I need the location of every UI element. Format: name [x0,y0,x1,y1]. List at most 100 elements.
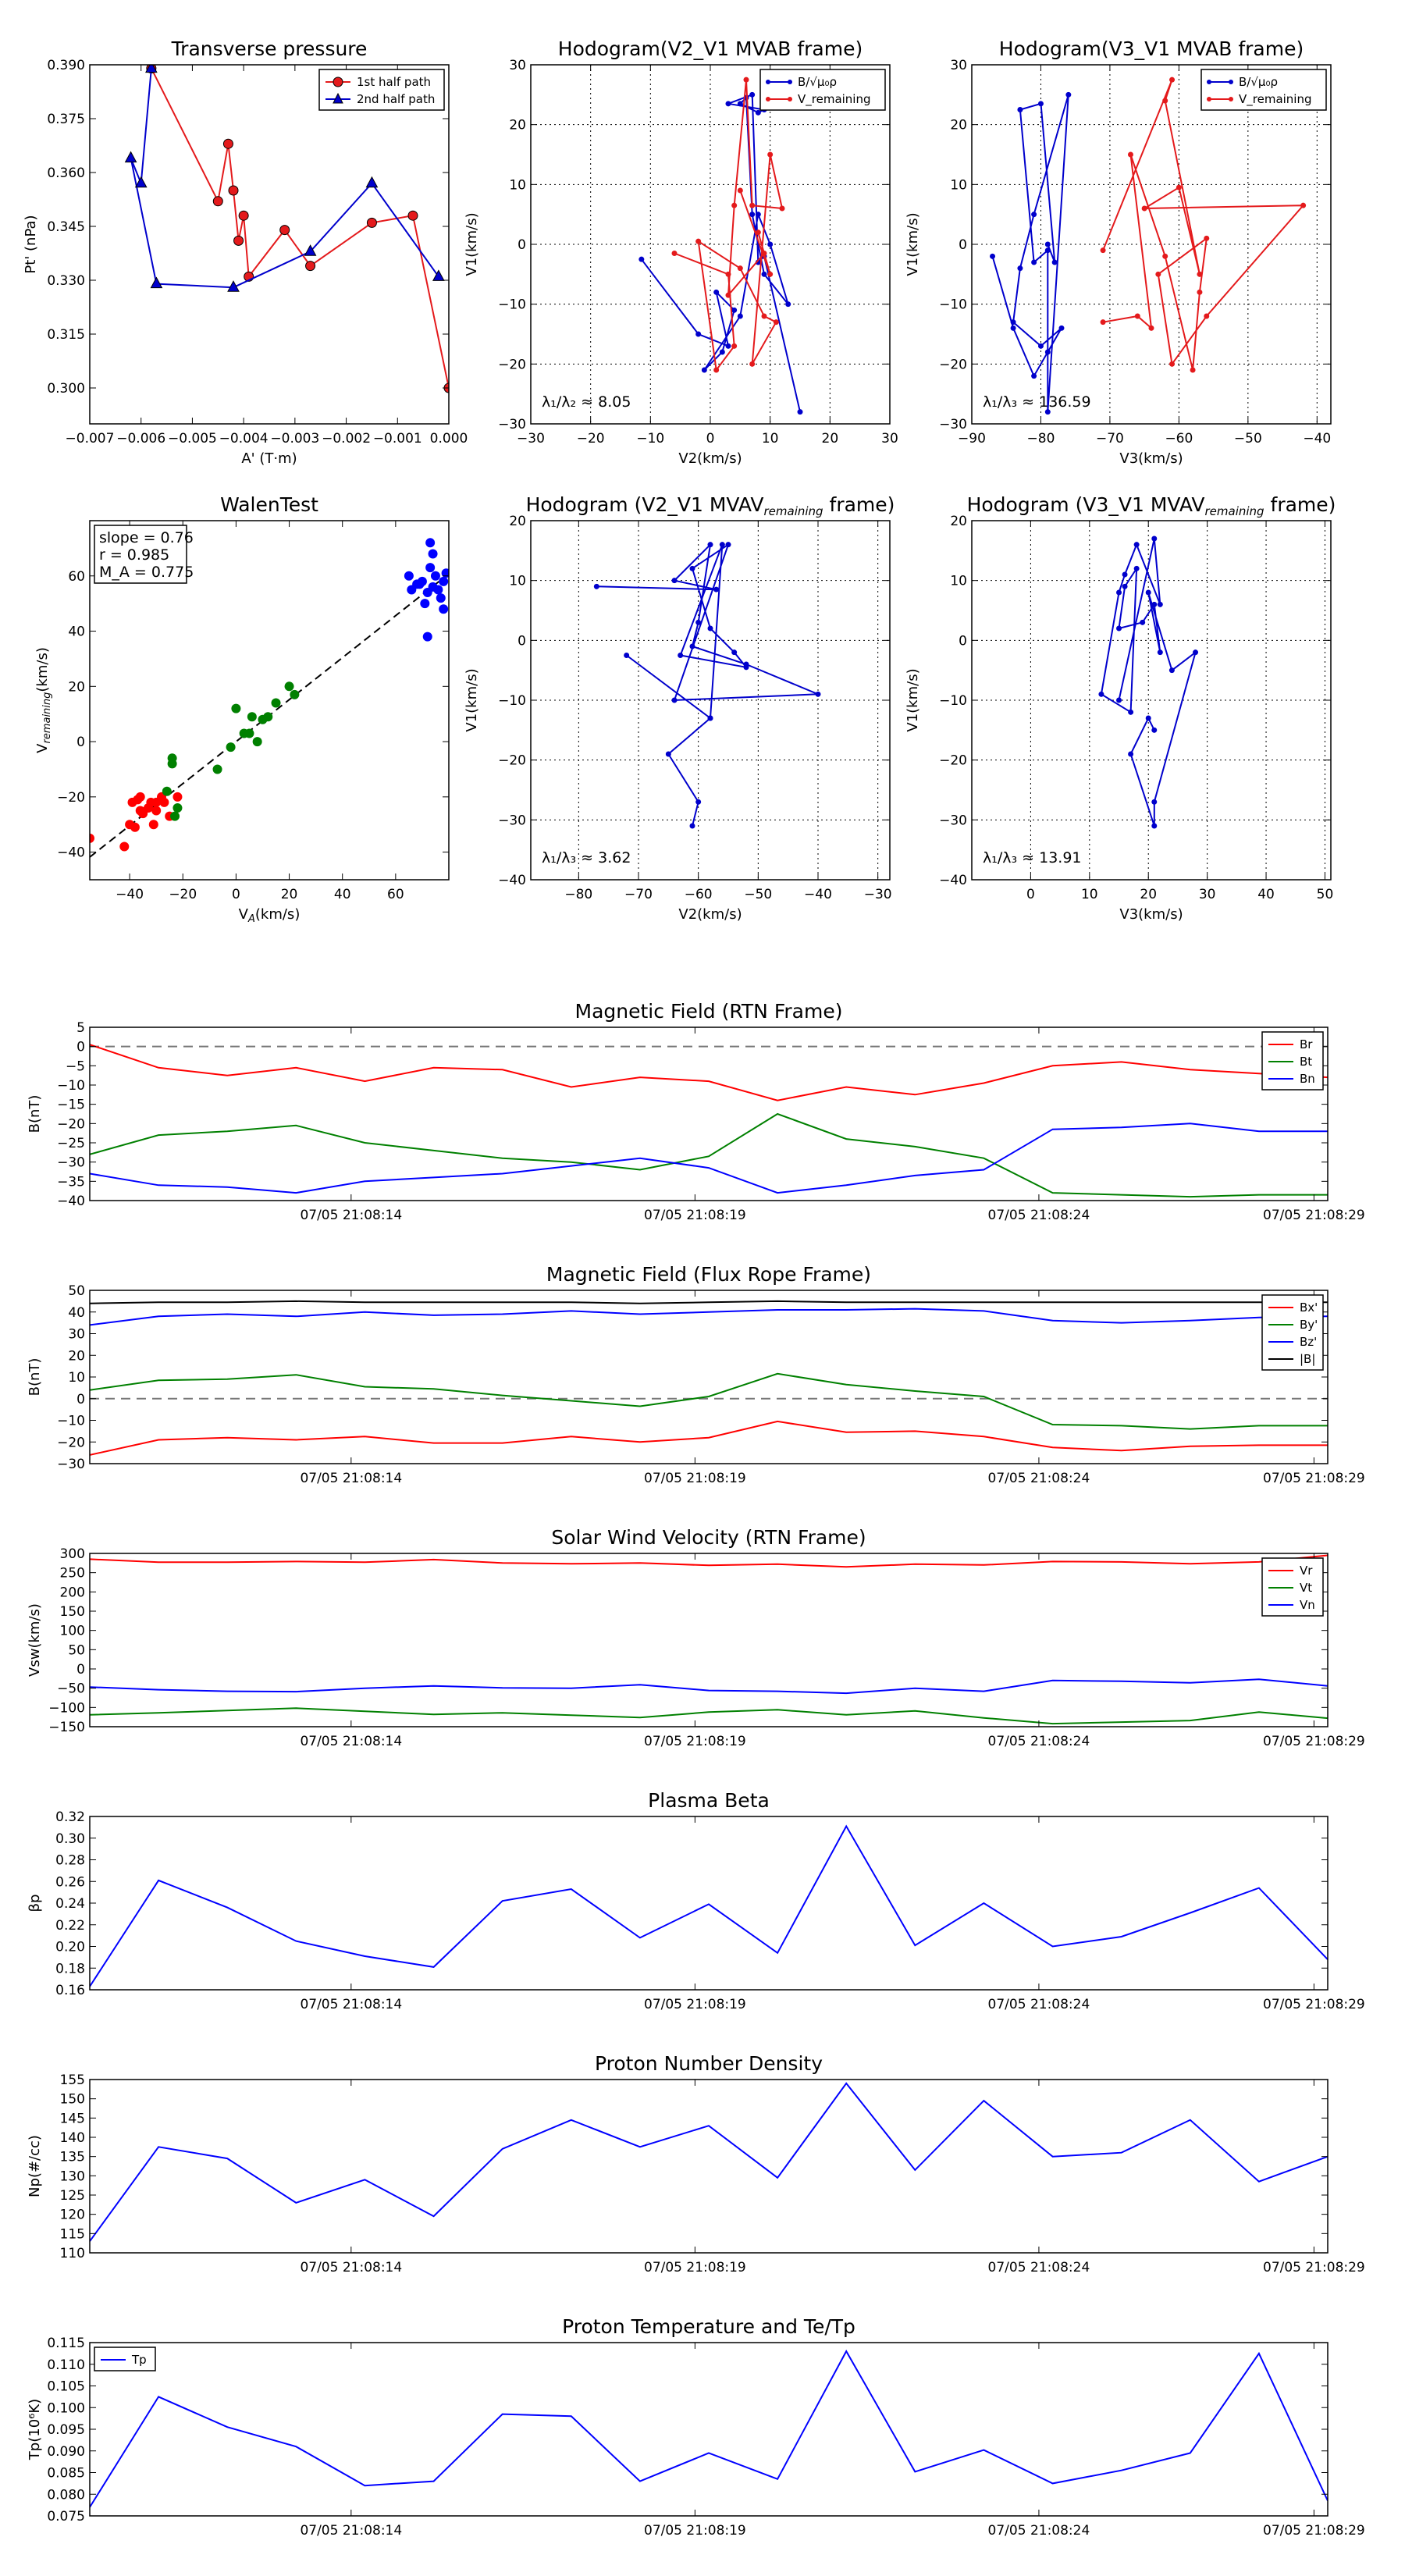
x-tick-label: 07/05 21:08:29 [1263,1208,1365,1223]
x-tick-label: 07/05 21:08:24 [988,2523,1090,2539]
data-point [167,753,177,763]
panel-h_v2v1_mvab: −30 −20 −10 0 10 20 30 −30 −20 −10 0 10 20 30 Hodogram… [464,37,898,467]
x-tick-label: 07/05 21:08:19 [644,1734,746,1749]
y-tick-label: 250 [60,1566,85,1582]
data-point [701,367,707,373]
data-point [737,187,743,194]
series-Tp [90,2350,1328,2508]
x-tick-label: −30 [864,887,892,902]
legend-label: 1st half path [357,75,431,89]
y-tick-label: −50 [57,1681,85,1697]
data-point [767,241,774,247]
x-tick-label: −30 [517,431,545,447]
data-point [252,737,262,747]
legend-marker [333,92,343,104]
x-tick-label: 0 [706,431,715,447]
y-tick-label: 0.330 [47,273,85,289]
y-axis-label: βp [27,1895,43,1912]
x-tick-label: −80 [1027,431,1055,447]
legend-label: Vt [1300,1581,1312,1595]
data-point [279,225,290,236]
y-tick-label: 0 [959,633,967,649]
y-tick-label: 0 [76,1040,85,1055]
axes-frame [89,520,450,881]
data-point [247,712,257,722]
data-point [671,697,678,703]
y-tick-label: 0 [76,735,85,750]
data-point [797,409,803,415]
series-1st half path [146,65,449,393]
data-point [749,202,756,208]
y-tick-label: 300 [60,1546,85,1562]
x-tick-label: 0 [232,887,240,902]
y-tick-label: −20 [57,790,85,806]
data-point [1100,247,1106,254]
panel-vsw: 07/05 21:08:14 07/05 21:08:19 07/05 21:08:… [27,1526,1365,1749]
data-point [779,205,785,212]
x-tick-label: 07/05 21:08:14 [300,1734,402,1749]
data-point [638,256,645,262]
legend-label: V_remaining [798,92,871,107]
y-tick-label: −10 [57,1078,85,1094]
series-B/√μ₀ρ [638,91,803,415]
data-point [731,307,738,313]
title-part: Hodogram (V3_V1 MVAV [967,493,1205,516]
data-point [1037,343,1044,349]
y-tick-label: 20 [68,679,85,695]
title-subscript: remaining [1205,504,1264,518]
x-tick-label: 07/05 21:08:19 [644,1997,746,2012]
data-point [1098,691,1104,697]
x-tick-label: 10 [762,431,779,447]
x-tick-label: 07/05 21:08:14 [300,1997,402,2012]
data-point [439,576,449,586]
legend-marker [766,80,770,84]
legend-label: Bt [1300,1055,1312,1069]
y-axis-label: Pt' (nPa) [23,215,39,273]
title-part: frame) [823,493,895,516]
x-tick-label: −70 [624,887,653,902]
data-point [436,593,446,603]
data-point [1058,325,1065,331]
data-point [290,689,300,699]
data-point [428,549,438,559]
y-tick-label: −30 [498,813,526,828]
data-point [1148,325,1154,331]
x-tick-label: 07/05 21:08:24 [988,1208,1090,1223]
data-point [1157,601,1163,607]
x-tick-label: 40 [1257,887,1275,902]
data-point [1300,202,1307,208]
y-tick-label: 0.090 [47,2444,85,2460]
panel-tp: −0.007 −0.006 −0.005 −0.004 −0.003 −0.002 −0.0… [23,37,468,467]
x-tick-label: 20 [1140,887,1157,902]
y-tick-label: 130 [60,2169,85,2184]
y-tick-label: 0.375 [47,112,85,127]
y-axis-label: Vremaining(km/s) [34,647,53,753]
ratio-annotation: λ₁/λ₃ ≈ 136.59 [983,393,1091,411]
label-subscript: remaining [41,692,53,744]
data-point [719,349,725,355]
data-point [1204,235,1210,241]
panel-np: 07/05 21:08:14 07/05 21:08:19 07/05 21:08:… [27,2052,1365,2275]
x-tick-label: −0.002 [322,431,371,447]
x-tick-label: 07/05 21:08:24 [988,2260,1090,2275]
data-point [707,625,713,632]
y-tick-label: −20 [57,1116,85,1132]
data-point [695,619,702,625]
x-tick-label: 07/05 21:08:24 [988,1734,1090,1749]
data-point [725,343,731,349]
legend-label: By' [1300,1318,1318,1332]
x-tick-label: 50 [1317,887,1334,902]
data-point [422,632,432,642]
data-point [1151,727,1158,733]
data-point [695,331,702,337]
y-tick-label: 0.315 [47,327,85,343]
data-point [1134,313,1140,319]
x-tick-label: 07/05 21:08:29 [1263,2523,1365,2539]
data-point [1145,715,1151,721]
x-tick-label: −50 [1234,431,1262,447]
data-point [414,579,425,589]
series-2nd half path [124,65,445,292]
data-point [304,244,317,256]
x-tick-label: 10 [1081,887,1098,902]
data-point [1128,709,1134,715]
